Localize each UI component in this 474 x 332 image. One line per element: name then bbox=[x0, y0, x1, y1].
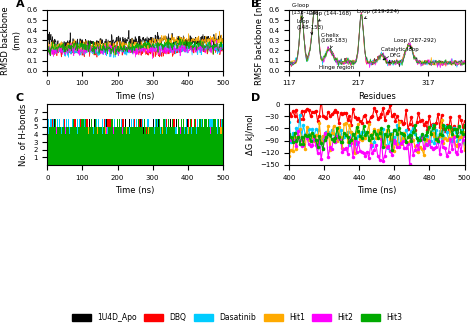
Text: C: C bbox=[16, 93, 24, 103]
Text: Catalytic loop: Catalytic loop bbox=[382, 47, 419, 60]
X-axis label: Residues: Residues bbox=[358, 92, 396, 101]
Legend: 1U4D_Apo, DBQ, Dasatinib, Hit1, Hit2, Hit3: 1U4D_Apo, DBQ, Dasatinib, Hit1, Hit2, Hi… bbox=[69, 310, 405, 325]
Text: B: B bbox=[251, 0, 259, 9]
X-axis label: Time (ns): Time (ns) bbox=[115, 186, 155, 195]
Text: Hinge region: Hinge region bbox=[319, 65, 354, 70]
Y-axis label: RMSD backbone
(nm): RMSD backbone (nm) bbox=[1, 6, 21, 75]
Text: A: A bbox=[16, 0, 25, 9]
Text: C-helix
(168-183): C-helix (168-183) bbox=[320, 33, 348, 49]
Text: DFG: DFG bbox=[389, 52, 401, 63]
Text: Loop (144-168): Loop (144-168) bbox=[309, 11, 351, 21]
Text: G-loop
[133-138]: G-loop [133-138] bbox=[292, 3, 319, 20]
Y-axis label: ΔG kJ/mol: ΔG kJ/mol bbox=[246, 114, 255, 155]
X-axis label: Time (ns): Time (ns) bbox=[357, 186, 397, 195]
Text: Loop
(148-153): Loop (148-153) bbox=[297, 19, 324, 35]
X-axis label: Time (ns): Time (ns) bbox=[115, 92, 155, 101]
Text: Loop (287-292): Loop (287-292) bbox=[394, 39, 436, 48]
Y-axis label: No. of H-bonds: No. of H-bonds bbox=[18, 103, 27, 166]
Y-axis label: RMSF backbone [nm]: RMSF backbone [nm] bbox=[254, 0, 263, 85]
Text: Loop (219-224): Loop (219-224) bbox=[357, 9, 399, 19]
Text: D: D bbox=[251, 93, 260, 103]
